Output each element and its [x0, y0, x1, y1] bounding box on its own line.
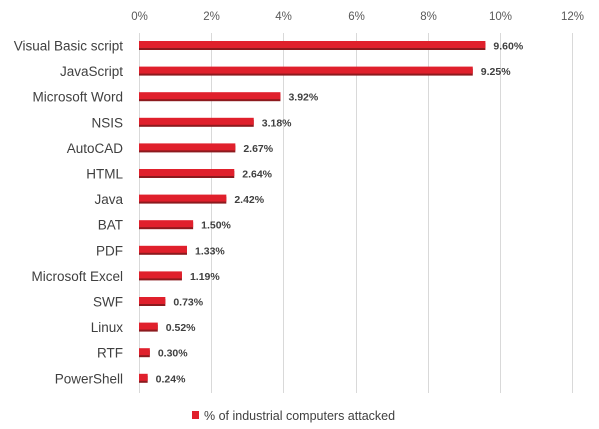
- bar: [139, 92, 281, 100]
- category-label: Visual Basic script: [14, 39, 124, 54]
- gridlines: [139, 33, 573, 393]
- bar: [139, 194, 227, 202]
- bar: [139, 143, 236, 151]
- data-label: 0.24%: [156, 373, 186, 385]
- x-tick-label: 2%: [203, 11, 220, 23]
- bar: [139, 373, 148, 381]
- bar: [139, 271, 182, 279]
- data-label: 3.92%: [288, 92, 318, 104]
- data-label: 3.18%: [262, 117, 292, 129]
- x-tick-label: 0%: [131, 11, 148, 23]
- data-label: 9.60%: [493, 41, 523, 53]
- data-label: 2.67%: [243, 143, 273, 155]
- data-label: 1.50%: [201, 220, 231, 232]
- category-label: Microsoft Excel: [31, 269, 123, 284]
- category-label: PowerShell: [55, 371, 123, 386]
- x-tick-label: 10%: [489, 11, 512, 23]
- legend-swatch: [192, 411, 199, 419]
- bar: [139, 297, 166, 304]
- bar: [139, 245, 187, 253]
- bar: [139, 348, 150, 356]
- bar: [139, 41, 486, 48]
- category-label: HTML: [86, 167, 123, 182]
- legend-label: % of industrial computers attacked: [204, 409, 395, 423]
- category-label: PDF: [96, 243, 123, 258]
- bar: [139, 220, 194, 228]
- bars: [139, 41, 486, 383]
- data-label: 0.52%: [166, 322, 196, 334]
- data-label: 1.19%: [190, 271, 220, 283]
- category-label: NSIS: [91, 115, 123, 130]
- category-label: Microsoft Word: [32, 90, 123, 105]
- data-label: 1.33%: [195, 245, 225, 257]
- data-labels: 9.60% 9.25% 3.92% 3.18% 2.67% 2.64% 2.42% 1.50%…: [156, 41, 524, 386]
- data-label: 9.25%: [481, 66, 511, 78]
- legend: % of industrial computers attacked: [192, 409, 395, 423]
- bar: [139, 169, 235, 176]
- x-tick-label: 8%: [420, 11, 437, 23]
- category-label: RTF: [97, 346, 123, 361]
- category-label: Linux: [91, 320, 124, 335]
- category-label: BAT: [98, 218, 123, 233]
- data-label: 2.42%: [234, 194, 264, 206]
- category-labels: Visual Basic script JavaScript Microsoft W…: [14, 39, 124, 387]
- x-axis-tick-labels: 0% 2% 4% 6% 8% 10% 12%: [131, 11, 584, 23]
- x-tick-label: 6%: [348, 11, 365, 23]
- bar: [139, 66, 473, 74]
- category-label: AutoCAD: [67, 141, 124, 156]
- category-label: Java: [94, 192, 123, 207]
- data-label: 2.64%: [242, 169, 272, 181]
- x-tick-label: 12%: [561, 11, 584, 23]
- bar: [139, 322, 158, 330]
- data-label: 0.73%: [173, 297, 203, 309]
- category-label: SWF: [93, 295, 123, 310]
- category-label: JavaScript: [60, 64, 123, 79]
- data-label: 0.30%: [158, 348, 188, 360]
- bar: [139, 117, 254, 125]
- x-tick-label: 4%: [275, 11, 292, 23]
